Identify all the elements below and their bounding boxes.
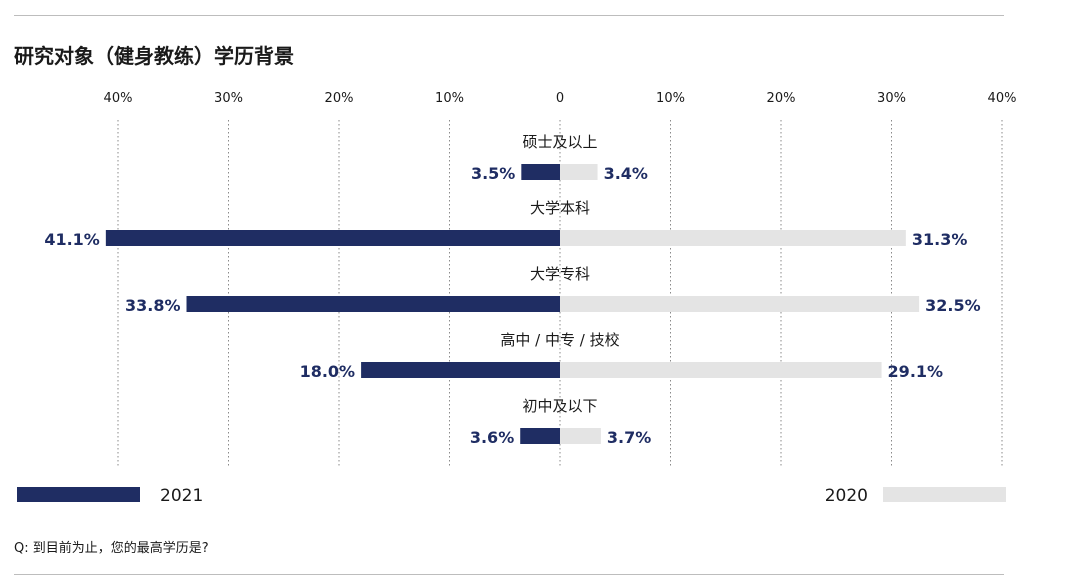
bar-2021: [186, 296, 560, 312]
top-rule: [14, 15, 1004, 16]
category-label: 硕士及以上: [522, 133, 597, 151]
x-tick-label: 20%: [767, 91, 796, 106]
legend-label-2020: 2020: [825, 486, 868, 506]
bar-2020: [560, 296, 920, 312]
x-tick-label: 30%: [214, 91, 243, 106]
data-label-2020: 32.5%: [925, 296, 981, 315]
bar-2021: [105, 230, 560, 246]
bar-2020: [560, 164, 598, 180]
bar-2021: [520, 428, 560, 444]
bar-2020: [560, 362, 882, 378]
footnote: Q: 到目前为止，您的最高学历是?: [14, 541, 209, 556]
bar-2021: [521, 164, 560, 180]
x-tick-label: 30%: [877, 91, 906, 106]
data-label-2021: 3.5%: [471, 164, 515, 183]
data-label-2020: 3.7%: [607, 428, 651, 447]
x-tick-label: 10%: [656, 91, 685, 106]
chart-title: 研究对象（健身教练）学历背景: [14, 44, 294, 68]
bar-2021: [361, 362, 560, 378]
category-label: 大学专科: [530, 265, 590, 283]
category-label: 高中 / 中专 / 技校: [500, 331, 619, 349]
x-tick-label: 40%: [988, 91, 1017, 106]
bar-2020: [560, 230, 906, 246]
bar-2020: [560, 428, 601, 444]
data-label-2021: 41.1%: [44, 230, 100, 249]
data-label-2021: 3.6%: [470, 428, 514, 447]
data-label-2020: 29.1%: [888, 362, 944, 381]
x-tick-label: 0: [556, 91, 564, 106]
category-label: 大学本科: [530, 199, 590, 217]
category-label: 初中及以下: [522, 397, 597, 415]
bottom-rule: [14, 574, 1004, 575]
legend-swatch-2021: [17, 487, 140, 502]
legend-label-2021: 2021: [160, 486, 203, 506]
x-tick-label: 40%: [104, 91, 133, 106]
data-label-2020: 31.3%: [912, 230, 968, 249]
x-tick-label: 10%: [435, 91, 464, 106]
data-label-2021: 18.0%: [300, 362, 356, 381]
legend-swatch-2020: [883, 487, 1006, 502]
data-label-2020: 3.4%: [604, 164, 648, 183]
data-label-2021: 33.8%: [125, 296, 181, 315]
x-tick-label: 20%: [325, 91, 354, 106]
